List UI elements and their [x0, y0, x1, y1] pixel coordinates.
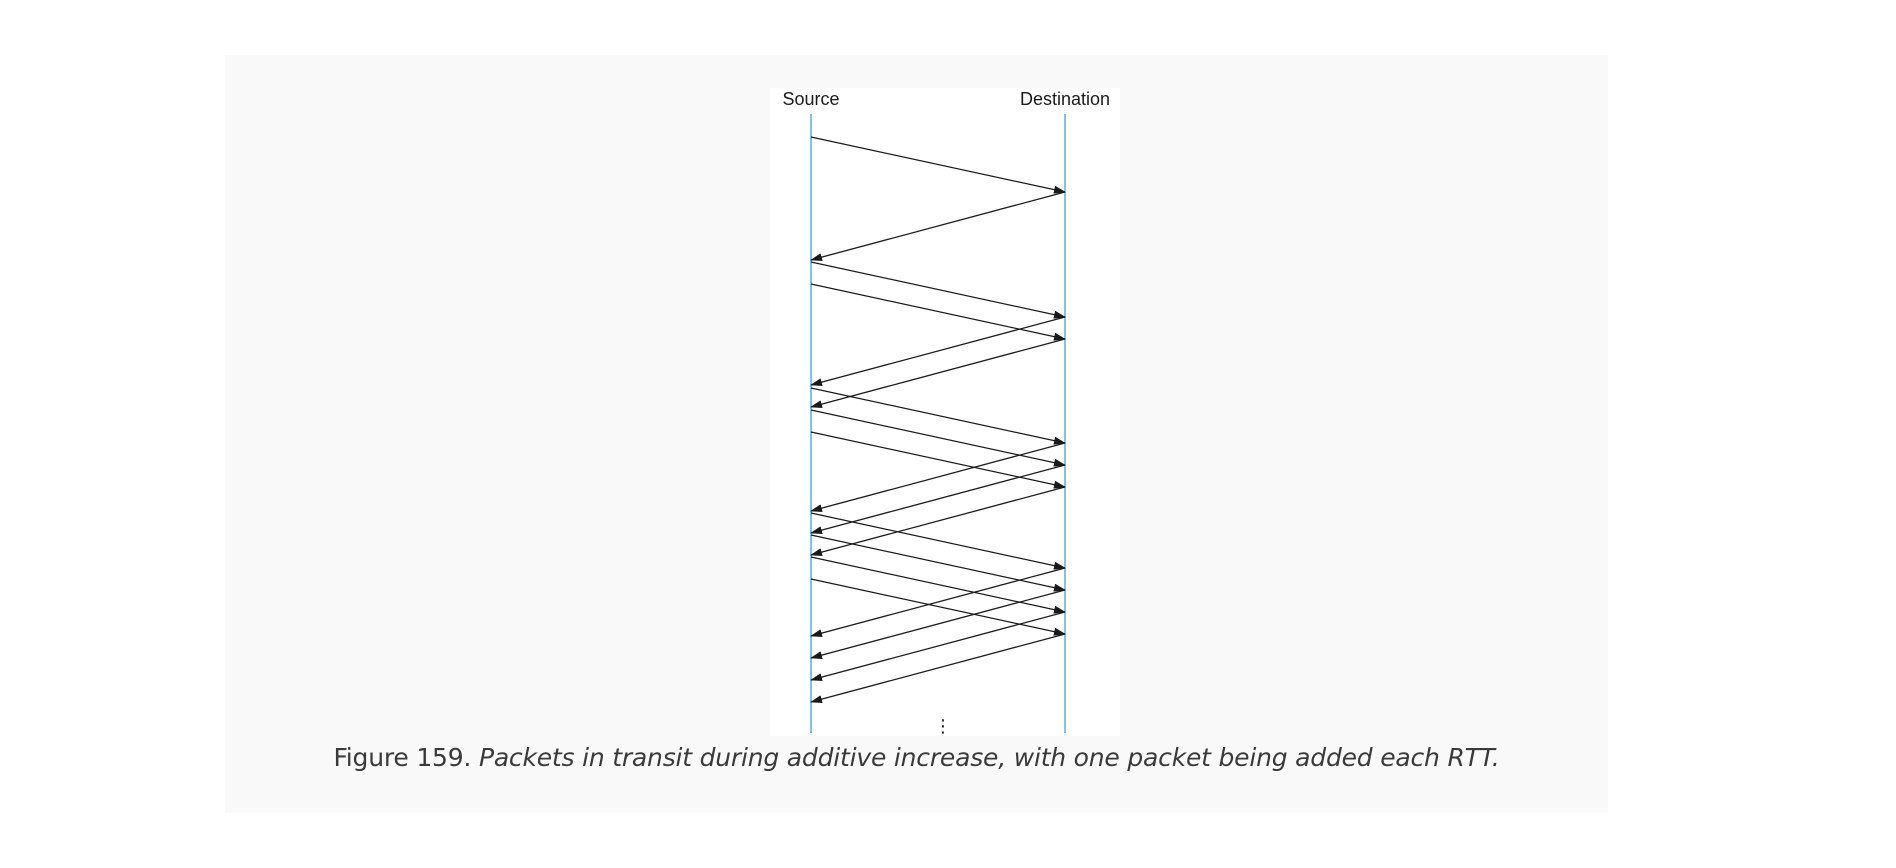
ack-arrow: [810, 633, 1066, 704]
ack-arrow: [810, 442, 1066, 513]
destination-label: Destination: [1020, 89, 1110, 109]
ack-arrow: [810, 589, 1066, 660]
packet-arrows: [810, 136, 1066, 704]
ack-arrow: [810, 611, 1066, 682]
packet-arrow: [810, 387, 1066, 445]
source-label: Source: [782, 89, 839, 109]
packet-arrow: [810, 578, 1066, 636]
packet-arrow: [810, 512, 1066, 570]
packet-arrow: [810, 261, 1066, 319]
ack-arrow: [810, 567, 1066, 638]
packet-arrow: [810, 136, 1066, 194]
packet-arrow: [810, 283, 1066, 341]
ack-arrow: [810, 316, 1066, 387]
ack-arrow: [810, 464, 1066, 535]
packet-arrow: [810, 431, 1066, 489]
caption-number: Figure 159.: [333, 743, 472, 772]
ellipsis: ⋮: [934, 716, 952, 737]
packet-arrow: [810, 556, 1066, 614]
ack-arrow: [810, 191, 1066, 262]
packet-arrow: [810, 534, 1066, 592]
figure-caption: Figure 159. Packets in transit during ad…: [225, 743, 1608, 772]
packet-arrow: [810, 409, 1066, 467]
caption-text: Packets in transit during additive incre…: [478, 743, 1500, 772]
ack-arrow: [810, 338, 1066, 409]
